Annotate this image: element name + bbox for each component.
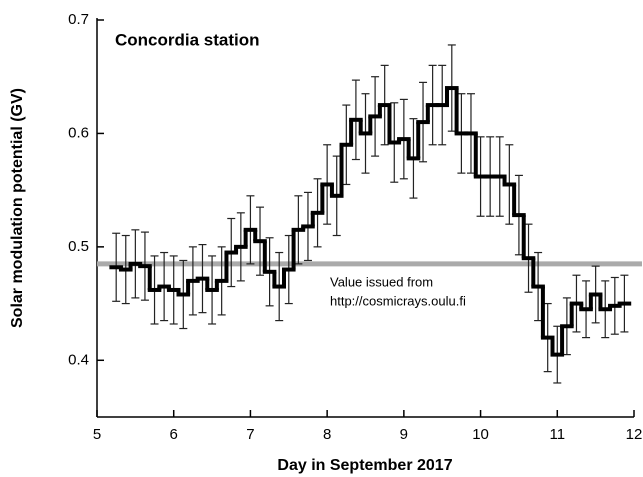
x-tick-label: 8 bbox=[323, 426, 331, 443]
x-tick-label: 9 bbox=[400, 426, 408, 443]
x-tick-label: 12 bbox=[626, 426, 643, 443]
y-tick-label: 0.7 bbox=[68, 11, 89, 28]
y-axis-title: Solar modulation potential (GV) bbox=[9, 88, 26, 328]
x-axis-title: Day in September 2017 bbox=[277, 457, 452, 474]
x-tick-label: 5 bbox=[93, 426, 101, 443]
chart-title: Concordia station bbox=[115, 30, 260, 49]
annotation: Value issued from bbox=[330, 274, 433, 289]
x-tick-label: 6 bbox=[170, 426, 178, 443]
x-tick-label: 10 bbox=[472, 426, 489, 443]
y-tick-label: 0.4 bbox=[68, 351, 89, 368]
x-tick-label: 11 bbox=[549, 426, 565, 443]
y-tick-label: 0.5 bbox=[68, 238, 89, 255]
x-tick-label: 7 bbox=[246, 426, 254, 443]
annotation: http://cosmicrays.oulu.fi bbox=[330, 293, 466, 308]
y-tick-label: 0.6 bbox=[68, 124, 89, 141]
